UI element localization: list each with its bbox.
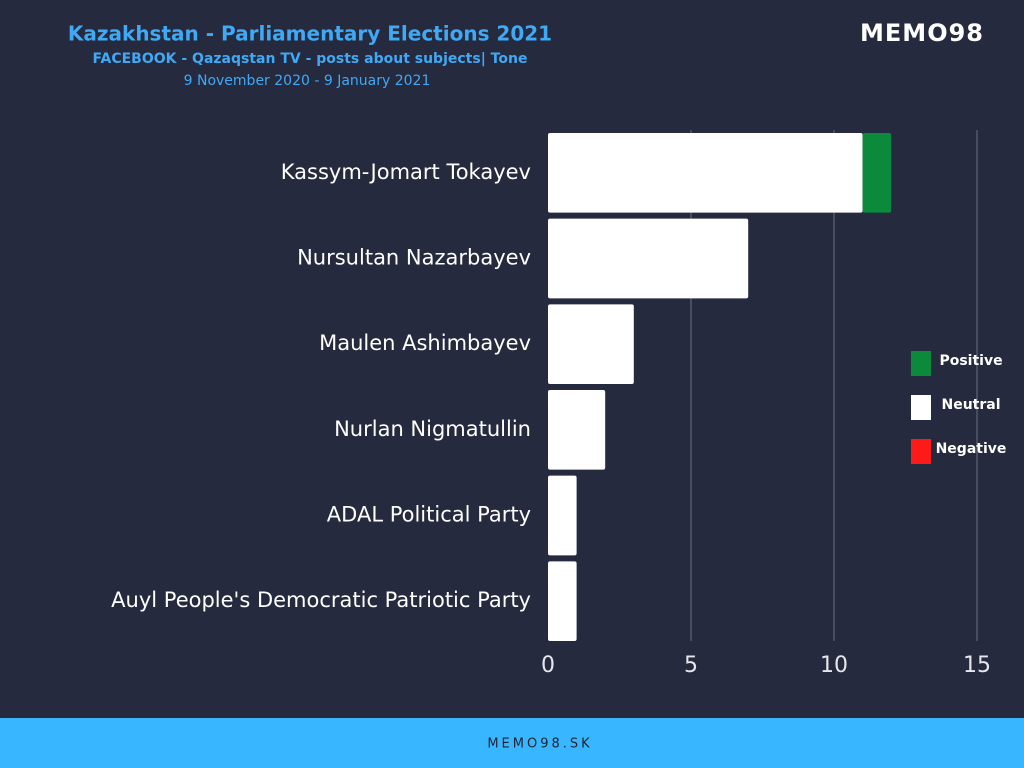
x-tick-label: 5 <box>684 653 698 678</box>
bar-segment <box>548 475 577 556</box>
legend-label: Negative <box>936 441 1007 457</box>
x-tick-label: 0 <box>541 653 555 678</box>
y-tick-label: Nursultan Nazarbayev <box>297 246 531 270</box>
y-tick-label: ADAL Political Party <box>327 503 531 527</box>
x-tick-label: 10 <box>820 653 848 678</box>
legend-label: Neutral <box>941 397 1000 413</box>
bar-segment <box>548 390 606 470</box>
bar-segment <box>548 561 577 641</box>
footer: MEMO98.SK <box>487 737 592 752</box>
legend-swatch <box>911 351 931 376</box>
bar-segment <box>548 133 863 213</box>
chart-subtitle: FACEBOOK - Qazaqstan TV - posts about su… <box>93 51 528 67</box>
bar-segment <box>862 133 892 213</box>
x-tick-label: 15 <box>963 653 991 678</box>
y-tick-label: Kassym-Jomart Tokayev <box>281 160 531 184</box>
chart-title: Kazakhstan - Parliamentary Elections 202… <box>68 22 552 46</box>
y-tick-label: Auyl People's Democratic Patriotic Party <box>111 588 531 612</box>
date-range: 9 November 2020 - 9 January 2021 <box>184 73 431 89</box>
bar-segment <box>548 218 749 299</box>
logo: MEMO98 <box>860 19 984 47</box>
bar-segment <box>548 304 634 384</box>
legend-swatch <box>911 439 931 464</box>
y-tick-label: Nurlan Nigmatullin <box>334 417 531 441</box>
legend-swatch <box>911 395 931 420</box>
legend-label: Positive <box>939 353 1002 369</box>
footer-bar <box>0 718 1024 768</box>
y-tick-label: Maulen Ashimbayev <box>319 331 531 355</box>
